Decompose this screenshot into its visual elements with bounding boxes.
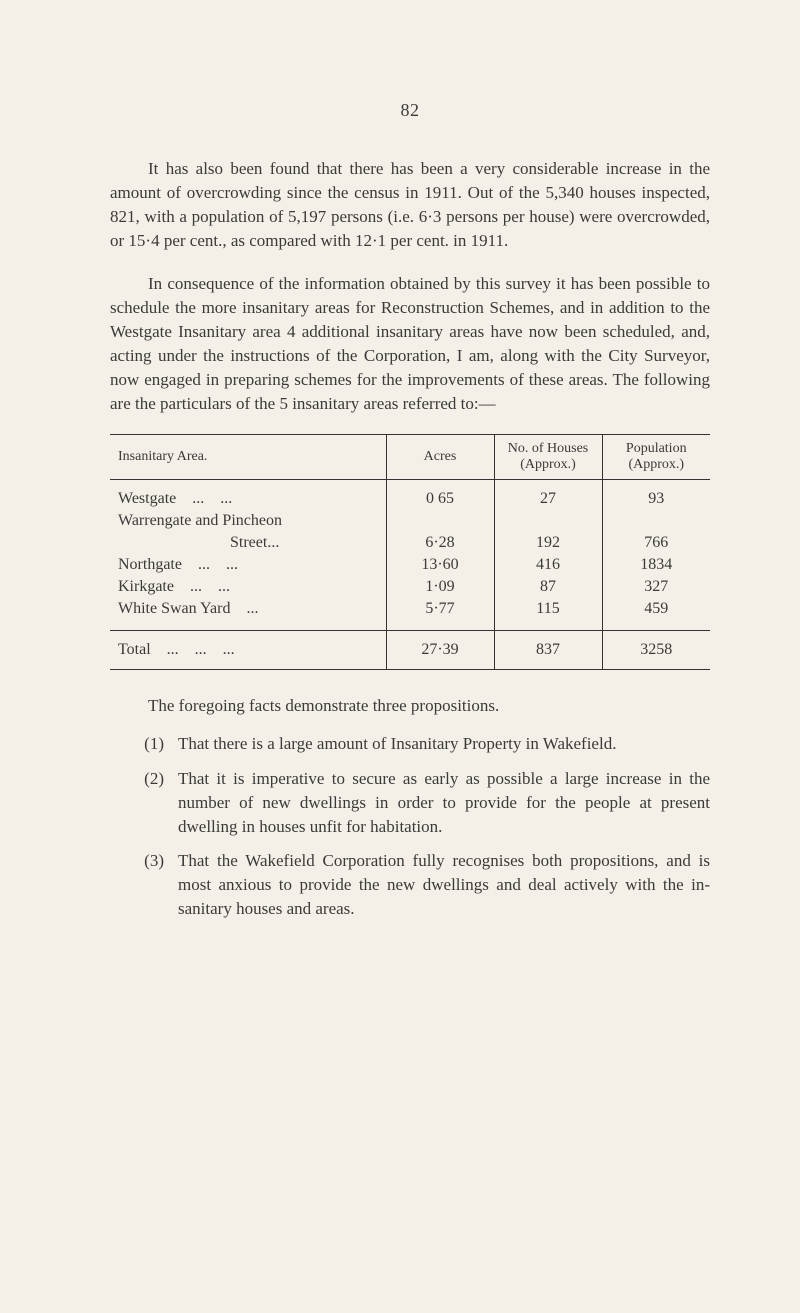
- table-row: Westgate ... ... 0 65 27 93: [110, 480, 710, 511]
- cell-total-acres: 27·39: [386, 631, 494, 670]
- propositions-intro: The foregoing facts demonstrate three pr…: [110, 694, 710, 718]
- proposition-text: That the Wakefield Corporation fully rec…: [178, 849, 710, 921]
- proposition-marker: (1): [110, 732, 178, 756]
- cell-population: 1834: [602, 554, 710, 576]
- table: Insanitary Area. Acres No. of Houses (Ap…: [110, 434, 710, 670]
- cell-acres: 0 65: [386, 480, 494, 511]
- cell-acres: 1·09: [386, 576, 494, 598]
- cell-acres: 6·28: [386, 532, 494, 554]
- insanitary-areas-table: Insanitary Area. Acres No. of Houses (Ap…: [110, 434, 710, 670]
- cell-acres: 5·77: [386, 598, 494, 631]
- table-row: Northgate ... ... 13·60 416 1834: [110, 554, 710, 576]
- cell-total-label: Total ... ... ...: [110, 631, 386, 670]
- cell-area: Street...: [110, 532, 386, 554]
- cell-houses: [494, 510, 602, 532]
- cell-total-population: 3258: [602, 631, 710, 670]
- cell-area: Northgate ... ...: [110, 554, 386, 576]
- proposition-marker: (2): [110, 767, 178, 839]
- paragraph-2: In consequence of the information obtain…: [110, 272, 710, 417]
- proposition-marker: (3): [110, 849, 178, 921]
- proposition-text: That there is a large amount of Insanita…: [178, 732, 710, 756]
- proposition-text: That it is imperative to secure as early…: [178, 767, 710, 839]
- cell-population: 766: [602, 532, 710, 554]
- propositions-list: (1) That there is a large amount of Insa…: [110, 732, 710, 921]
- table-row: Warrengate and Pincheon: [110, 510, 710, 532]
- header-population: Population (Approx.): [602, 435, 710, 480]
- page-number: 82: [110, 100, 710, 121]
- cell-area: Warrengate and Pincheon: [110, 510, 386, 532]
- cell-houses: 87: [494, 576, 602, 598]
- cell-houses: 115: [494, 598, 602, 631]
- table-header-row: Insanitary Area. Acres No. of Houses (Ap…: [110, 435, 710, 480]
- document-page: 82 It has also been found that there has…: [0, 0, 800, 1313]
- paragraph-1: It has also been found that there has be…: [110, 157, 710, 254]
- cell-population: 327: [602, 576, 710, 598]
- cell-acres: 13·60: [386, 554, 494, 576]
- cell-population: [602, 510, 710, 532]
- table-row: Kirkgate ... ... 1·09 87 327: [110, 576, 710, 598]
- cell-houses: 192: [494, 532, 602, 554]
- proposition-item: (3) That the Wakefield Corporation fully…: [110, 849, 710, 921]
- propositions-section: The foregoing facts demonstrate three pr…: [110, 694, 710, 921]
- cell-houses: 27: [494, 480, 602, 511]
- header-area: Insanitary Area.: [110, 435, 386, 480]
- table-row: Street... 6·28 192 766: [110, 532, 710, 554]
- cell-population: 459: [602, 598, 710, 631]
- cell-total-houses: 837: [494, 631, 602, 670]
- cell-area: White Swan Yard ...: [110, 598, 386, 631]
- cell-houses: 416: [494, 554, 602, 576]
- header-houses: No. of Houses (Approx.): [494, 435, 602, 480]
- cell-area: Westgate ... ...: [110, 480, 386, 511]
- cell-area: Kirkgate ... ...: [110, 576, 386, 598]
- proposition-item: (1) That there is a large amount of Insa…: [110, 732, 710, 756]
- table-total-row: Total ... ... ... 27·39 837 3258: [110, 631, 710, 670]
- table-row: White Swan Yard ... 5·77 115 459: [110, 598, 710, 631]
- header-acres: Acres: [386, 435, 494, 480]
- cell-population: 93: [602, 480, 710, 511]
- cell-acres: [386, 510, 494, 532]
- proposition-item: (2) That it is imperative to secure as e…: [110, 767, 710, 839]
